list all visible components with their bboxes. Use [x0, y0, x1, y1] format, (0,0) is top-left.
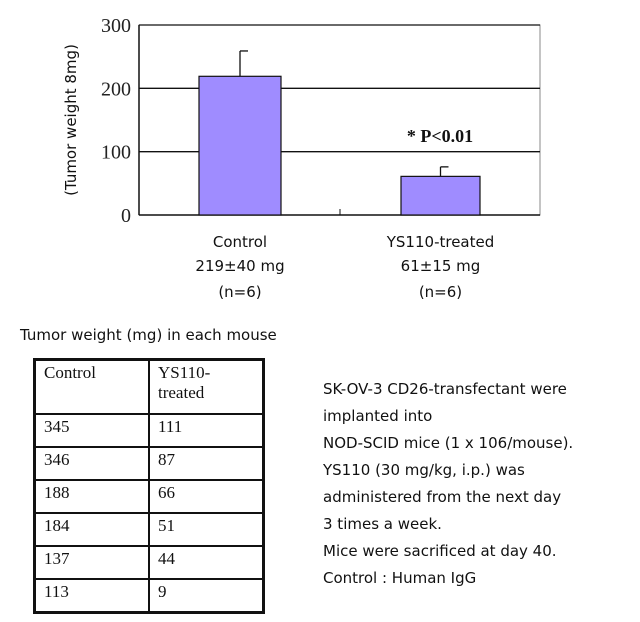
table-cell: 184 — [33, 512, 150, 547]
table-row: 137 44 — [33, 545, 265, 580]
category-label: (n=6) — [218, 283, 261, 301]
table-header-row: Control YS110- treated — [33, 358, 265, 415]
table-cell: 345 — [33, 413, 150, 448]
note-line: YS110 (30 mg/kg, i.p.) was — [323, 461, 525, 479]
bar-0 — [198, 75, 282, 216]
bar-1 — [400, 175, 481, 216]
experiment-notes: SK-OV-3 CD26-transfectant were implanted … — [323, 376, 573, 592]
table-cell: 51 — [148, 512, 265, 547]
table-cell: 87 — [148, 446, 265, 481]
table-row: 346 87 — [33, 446, 265, 481]
note-line: SK-OV-3 CD26-transfectant were — [323, 380, 567, 398]
category-label: 61±15 mg — [401, 257, 481, 275]
header-ys110-line2: treated — [158, 383, 205, 402]
significance-annotation: * P<0.01 — [407, 126, 473, 146]
bar-chart: 0 100 200 300 (Tumor weight 8mg) Control 219±4… — [62, 15, 541, 301]
note-line: Mice were sacrificed at day 40. — [323, 542, 557, 560]
table-caption: Tumor weight (mg) in each mouse — [20, 326, 277, 344]
table-cell: 44 — [148, 545, 265, 580]
header-control: Control — [33, 358, 150, 415]
category-label: YS110-treated — [386, 233, 495, 251]
y-tick-label: 0 — [121, 205, 131, 227]
table-cell: 111 — [148, 413, 265, 448]
table-cell: 113 — [33, 578, 150, 614]
tumor-weight-table: Control YS110- treated 345 111 346 87 188 66 18… — [33, 358, 265, 614]
table-cell: 188 — [33, 479, 150, 514]
category-label: 219±40 mg — [195, 257, 284, 275]
table-cell: 9 — [148, 578, 265, 614]
table-row: 345 111 — [33, 413, 265, 448]
y-tick-label: 300 — [101, 15, 131, 37]
y-tick-label: 100 — [101, 142, 131, 164]
note-line: administered from the next day — [323, 488, 562, 506]
table-cell: 137 — [33, 545, 150, 580]
table-cell: 66 — [148, 479, 265, 514]
table-row: 184 51 — [33, 512, 265, 547]
table-row: 113 9 — [33, 578, 265, 614]
note-line: NOD-SCID mice (1 x 106/mouse). — [323, 434, 574, 452]
header-ys110-line1: YS110- — [158, 363, 211, 382]
header-ys110: YS110- treated — [148, 358, 265, 415]
header-control-text: Control — [44, 363, 96, 382]
y-axis-label: (Tumor weight 8mg) — [62, 44, 80, 196]
table-cell: 346 — [33, 446, 150, 481]
category-label: (n=6) — [419, 283, 462, 301]
note-line: 3 times a week. — [323, 515, 442, 533]
category-label: Control — [213, 233, 267, 251]
y-tick-label: 200 — [101, 78, 131, 100]
note-line: Control : Human IgG — [323, 569, 477, 587]
note-line: implanted into — [323, 407, 433, 425]
table-row: 188 66 — [33, 479, 265, 514]
